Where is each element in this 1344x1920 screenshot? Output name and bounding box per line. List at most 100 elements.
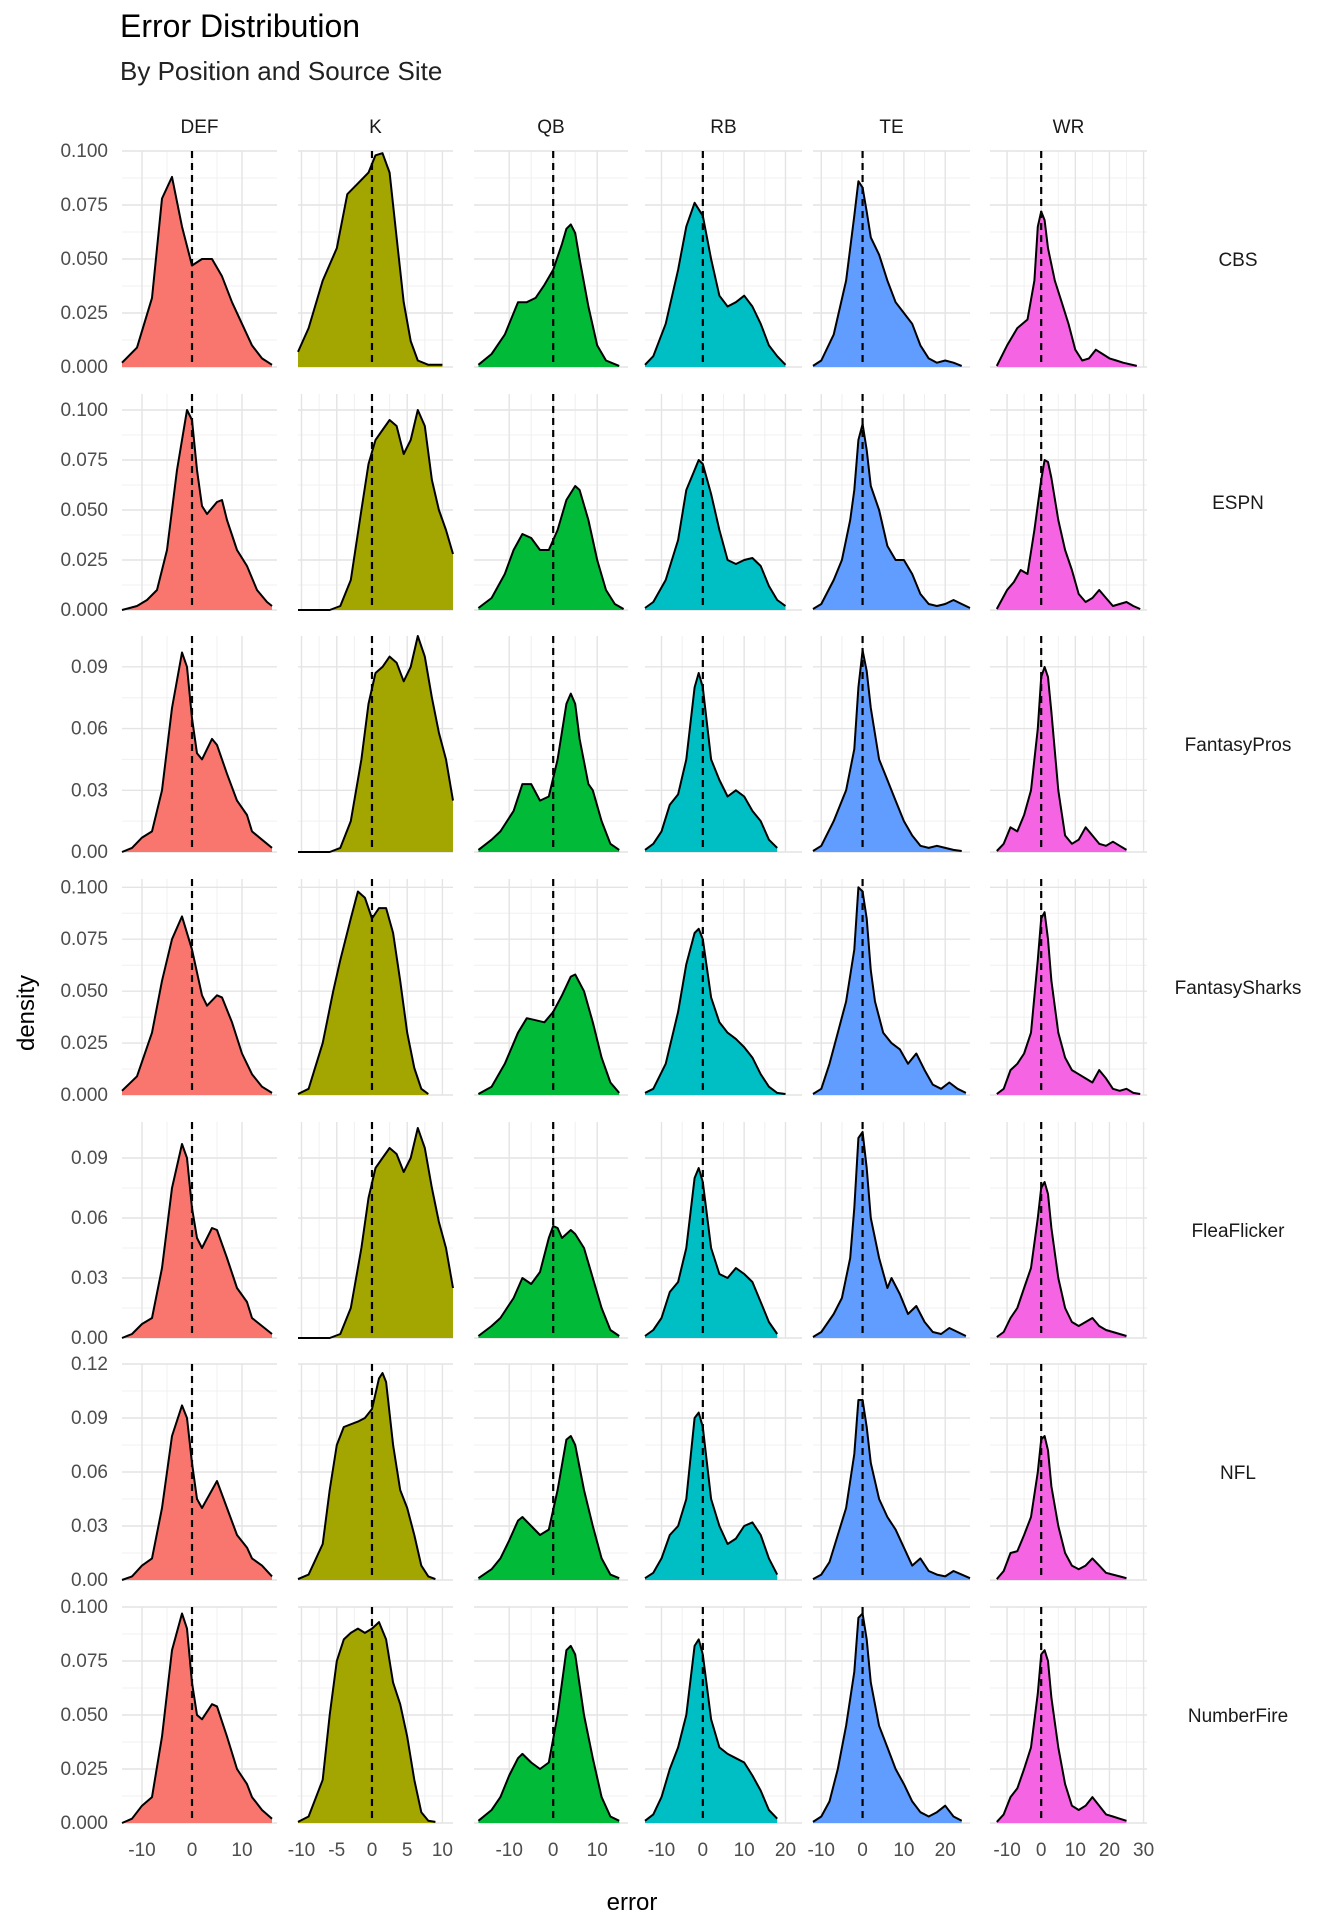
density-area-cbs-qb: [478, 224, 620, 367]
x-tick-label: 20: [775, 1840, 796, 1861]
density-area-cbs-wr: [996, 211, 1137, 367]
density-area-fantasysharks-te: [813, 887, 966, 1095]
density-line-numberfire-rb: [644, 1638, 778, 1822]
y-tick-label: 0.075: [60, 195, 108, 216]
density-area-numberfire-wr: [996, 1650, 1127, 1823]
density-area-fantasypros-k: [298, 636, 453, 852]
density-area-espn-rb: [645, 460, 786, 610]
strip-label-rb: RB: [710, 117, 736, 138]
density-line-espn-te: [812, 423, 971, 610]
density-area-nfl-def: [122, 1405, 272, 1580]
density-line-nfl-def: [121, 1404, 273, 1581]
density-line-fantasysharks-qb: [477, 973, 620, 1095]
density-line-nfl-k: [297, 1372, 436, 1581]
density-area-numberfire-qb: [478, 1645, 620, 1823]
density-line-fantasypros-te: [812, 649, 962, 852]
x-tick-label: -10: [128, 1840, 155, 1861]
x-tick-label: 10: [734, 1840, 755, 1861]
y-tick-label: 0.025: [60, 550, 108, 571]
x-tick-label: -10: [648, 1840, 675, 1861]
strip-label-nfl: NFL: [1220, 1463, 1256, 1484]
density-line-fantasypros-wr: [996, 665, 1128, 852]
density-area-fantasysharks-def: [122, 916, 272, 1095]
density-line-cbs-def: [121, 175, 273, 366]
density-line-nfl-rb: [644, 1411, 779, 1580]
y-tick-label: 0.03: [71, 780, 108, 801]
density-line-espn-wr: [995, 459, 1141, 610]
x-tick-label: 0: [367, 1840, 378, 1861]
x-tick-label: 0: [698, 1840, 709, 1861]
y-tick-label: 0.100: [60, 877, 108, 898]
density-line-espn-qb: [477, 485, 625, 610]
density-line-numberfire-te: [812, 1612, 963, 1823]
y-tick-label: 0.100: [60, 1597, 108, 1618]
strip-label-numberfire: NumberFire: [1188, 1706, 1288, 1727]
density-line-fantasysharks-wr: [996, 911, 1141, 1095]
strip-label-espn: ESPN: [1212, 493, 1264, 514]
density-line-fantasysharks-te: [812, 886, 967, 1095]
strip-label-wr: WR: [1053, 117, 1085, 138]
strip-label-fantasysharks: FantasySharks: [1175, 978, 1302, 999]
x-tick-label: -10: [288, 1840, 315, 1861]
density-area-nfl-rb: [645, 1412, 778, 1580]
x-tick-label: 10: [231, 1840, 252, 1861]
density-line-fantasypros-k: [298, 635, 454, 853]
density-line-fantasypros-qb: [477, 692, 620, 851]
density-area-espn-qb: [478, 486, 624, 610]
density-line-fleaflicker-rb: [644, 1167, 779, 1337]
density-area-fleaflicker-te: [813, 1132, 966, 1338]
density-area-fantasypros-te: [813, 650, 962, 852]
y-tick-label: 0.03: [71, 1268, 108, 1289]
density-area-espn-te: [813, 424, 970, 610]
x-tick-label: -10: [495, 1840, 522, 1861]
y-tick-label: 0.025: [60, 1759, 108, 1780]
y-tick-label: 0.000: [60, 1813, 108, 1834]
y-tick-label: 0.075: [60, 450, 108, 471]
y-tick-label: 0.050: [60, 981, 108, 1002]
y-tick-label: 0.075: [60, 1651, 108, 1672]
density-line-espn-rb: [644, 459, 787, 609]
density-line-fantasypros-rb: [644, 672, 778, 851]
y-tick-label: 0.000: [60, 357, 108, 378]
y-tick-label: 0.06: [71, 719, 108, 740]
chart-title: Error Distribution: [120, 8, 361, 44]
density-area-fantasysharks-qb: [478, 974, 620, 1095]
density-area-numberfire-te: [813, 1613, 962, 1823]
y-tick-label: 0.075: [60, 929, 108, 950]
density-area-fleaflicker-k: [298, 1128, 453, 1338]
density-line-fleaflicker-def: [121, 1143, 273, 1339]
y-tick-label: 0.06: [71, 1462, 108, 1483]
strip-label-def: DEF: [181, 117, 219, 138]
x-axis-title: error: [607, 1889, 658, 1916]
strip-label-cbs: CBS: [1218, 250, 1257, 271]
density-area-nfl-k: [298, 1373, 436, 1580]
y-tick-label: 0.100: [60, 400, 108, 421]
density-area-numberfire-k: [298, 1622, 436, 1823]
density-line-nfl-wr: [996, 1435, 1127, 1580]
x-tick-label: -10: [993, 1840, 1020, 1861]
density-area-numberfire-def: [122, 1613, 272, 1823]
density-line-fantasypros-def: [121, 651, 273, 853]
density-line-fleaflicker-wr: [996, 1181, 1127, 1338]
x-tick-label: 0: [187, 1840, 198, 1861]
y-tick-label: 0.000: [60, 600, 108, 621]
strip-label-k: K: [369, 117, 382, 138]
density-area-espn-wr: [996, 460, 1141, 610]
density-area-nfl-qb: [478, 1436, 620, 1580]
y-tick-label: 0.09: [71, 657, 108, 678]
y-tick-label: 0.050: [60, 249, 108, 270]
y-tick-label: 0.025: [60, 1033, 108, 1054]
density-area-cbs-te: [813, 181, 962, 367]
density-line-cbs-wr: [995, 210, 1138, 367]
density-area-cbs-rb: [645, 202, 786, 367]
density-line-espn-k: [298, 409, 454, 611]
y-tick-label: 0.050: [60, 1705, 108, 1726]
x-tick-label: 10: [1065, 1840, 1086, 1861]
x-tick-label: 5: [402, 1840, 413, 1861]
density-line-fantasysharks-def: [121, 915, 273, 1094]
y-tick-label: 0.00: [71, 1328, 108, 1349]
y-tick-label: 0.09: [71, 1408, 108, 1429]
x-tick-label: 30: [1133, 1840, 1154, 1861]
density-line-numberfire-wr: [996, 1649, 1127, 1823]
